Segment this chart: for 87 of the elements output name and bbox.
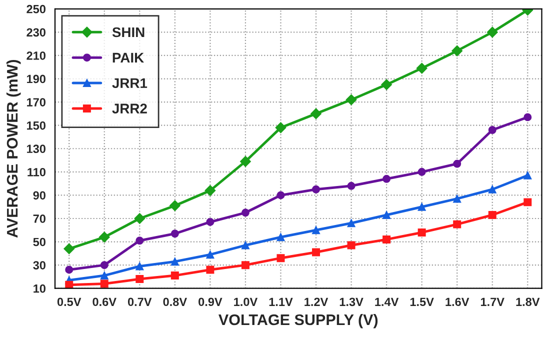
y-tick-label: 10 xyxy=(34,284,46,293)
point xyxy=(64,243,75,254)
y-tick-label: 170 xyxy=(27,98,46,106)
point xyxy=(453,220,462,228)
point xyxy=(524,171,532,180)
point xyxy=(418,202,426,211)
point xyxy=(134,213,146,224)
point xyxy=(382,211,391,219)
y-axis-title: AVERAGE POWER (mW) xyxy=(6,60,21,238)
x-tick-label: 1.8V xyxy=(516,298,540,306)
point xyxy=(170,272,179,280)
point xyxy=(100,261,108,270)
x-tick-label: 1.0V xyxy=(234,298,258,306)
x-tick-label: 1.5V xyxy=(410,298,434,306)
point xyxy=(382,174,391,183)
x-tick-label: 1.1V xyxy=(269,298,293,306)
point xyxy=(453,160,462,168)
point xyxy=(241,261,250,270)
legend-label: JRR1 xyxy=(112,78,148,88)
x-tick-label: 0.5V xyxy=(57,298,82,306)
x-tick-label: 0.6V xyxy=(92,298,116,306)
point xyxy=(136,275,144,284)
point xyxy=(312,248,320,256)
x-tick-label: 1.2V xyxy=(304,298,328,306)
y-tick-label: 150 xyxy=(27,121,46,130)
point xyxy=(100,280,108,288)
point xyxy=(488,185,496,194)
point xyxy=(206,266,214,274)
point xyxy=(382,235,391,244)
point xyxy=(206,218,214,226)
point xyxy=(346,94,357,106)
point xyxy=(136,262,144,270)
point xyxy=(204,185,216,196)
point xyxy=(347,219,356,228)
point xyxy=(453,194,462,203)
x-tick-label: 1.6V xyxy=(446,298,470,306)
y-tick-label: 230 xyxy=(26,28,46,37)
point xyxy=(276,191,285,200)
x-axis-title: VOLTAGE SUPPLY (V) xyxy=(218,314,378,328)
y-tick-label: 70 xyxy=(33,214,46,223)
y-tick-label: 90 xyxy=(33,191,46,200)
y-tick-label: 130 xyxy=(27,144,46,154)
point xyxy=(169,200,180,212)
point xyxy=(524,198,532,206)
legend-label: SHIN xyxy=(112,27,144,38)
y-tick-label: 250 xyxy=(26,4,46,14)
point xyxy=(275,122,286,134)
x-tick-label: 1.4V xyxy=(375,298,399,306)
legend-label: JRR2 xyxy=(112,104,147,114)
legend-label: PAIK xyxy=(112,52,144,62)
point xyxy=(347,241,356,250)
y-tick-label: 50 xyxy=(33,238,46,246)
point xyxy=(241,208,250,217)
point xyxy=(276,233,285,242)
point xyxy=(65,280,74,288)
point xyxy=(488,211,496,219)
point xyxy=(310,108,322,120)
y-tick-label: 30 xyxy=(33,261,46,270)
point xyxy=(276,254,285,262)
x-tick-label: 0.7V xyxy=(128,298,152,306)
x-tick-label: 0.8V xyxy=(163,298,187,306)
point xyxy=(347,182,356,190)
point xyxy=(136,236,144,245)
point xyxy=(486,26,498,38)
point xyxy=(381,79,392,90)
point xyxy=(65,266,74,274)
point xyxy=(170,230,179,238)
point xyxy=(488,126,496,134)
point xyxy=(206,250,214,259)
point xyxy=(241,241,250,250)
point xyxy=(418,168,426,176)
point xyxy=(312,185,320,194)
x-tick-label: 1.7V xyxy=(480,298,504,306)
point xyxy=(170,258,179,266)
point xyxy=(452,45,463,56)
y-tick-label: 210 xyxy=(26,52,46,60)
point xyxy=(418,228,426,236)
point xyxy=(240,156,251,167)
point xyxy=(524,113,532,122)
x-tick-label: 0.9V xyxy=(198,298,222,306)
x-tick-label: 1.3V xyxy=(340,298,364,306)
point xyxy=(100,272,108,280)
point xyxy=(312,226,320,234)
point xyxy=(98,232,110,243)
y-tick-label: 190 xyxy=(27,74,46,84)
point xyxy=(416,62,428,74)
y-tick-label: 110 xyxy=(28,168,46,176)
